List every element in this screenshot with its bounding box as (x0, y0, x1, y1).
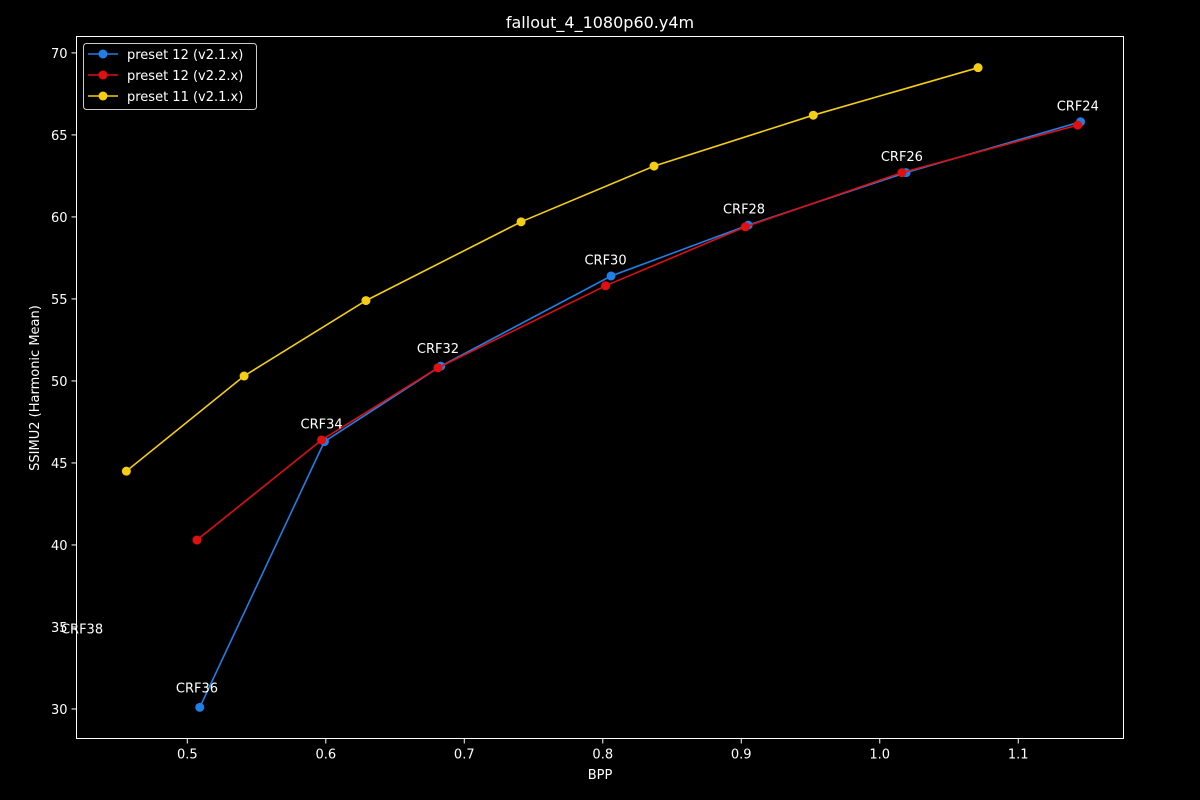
series-3 (121, 63, 983, 476)
data-point (808, 110, 818, 120)
point-annotation: CRF26 (881, 150, 923, 165)
x-axis-label: BPP (588, 768, 613, 783)
legend-marker (98, 70, 108, 80)
annotation-layer: CRF24 CRF26 CRF28 CRF30 CRF32 CRF34 CRF36 CRF38 (61, 99, 1099, 696)
x-tick-label: 0.7 (454, 748, 475, 763)
data-point (121, 466, 131, 476)
data-point (606, 271, 616, 281)
point-annotation: CRF24 (1057, 99, 1099, 114)
data-point (973, 63, 983, 73)
x-tick-label: 0.9 (731, 748, 752, 763)
legend-marker (98, 91, 108, 101)
legend-entry: preset 11 (v2.1.x) (88, 90, 243, 105)
point-annotation: CRF32 (417, 342, 459, 357)
series-layer (121, 63, 1086, 712)
y-tick-label: 30 (51, 703, 68, 718)
data-point (897, 168, 907, 178)
y-tick-label: 35 (51, 621, 68, 636)
data-point (317, 435, 327, 445)
legend-label: preset 12 (v2.1.x) (127, 48, 243, 63)
x-tick-label: 1.0 (869, 748, 890, 763)
y-axis: 30 35 40 45 50 55 60 65 70 (51, 47, 77, 718)
data-point (433, 363, 443, 373)
y-axis-label: SSIMU2 (Harmonic Mean) (28, 305, 43, 471)
y-tick-label: 60 (51, 211, 68, 226)
point-annotation: CRF36 (176, 682, 218, 697)
x-tick-label: 0.5 (177, 748, 198, 763)
data-point (361, 296, 371, 306)
y-tick-label: 40 (51, 539, 68, 554)
x-axis: 0.5 0.6 0.7 0.8 0.9 1.0 1.1 (177, 738, 1029, 763)
data-point (601, 281, 611, 291)
y-tick-label: 45 (51, 457, 68, 472)
data-point (192, 535, 202, 545)
plot-area-frame (76, 36, 1124, 739)
x-tick-label: 1.1 (1008, 748, 1029, 763)
data-point (740, 222, 750, 232)
series-2 (192, 120, 1083, 545)
y-tick-label: 55 (51, 293, 68, 308)
legend-box (83, 43, 257, 110)
point-annotation: CRF34 (301, 418, 343, 433)
data-point (516, 217, 526, 227)
legend-entry: preset 12 (v2.2.x) (88, 69, 243, 84)
legend-marker (98, 49, 108, 59)
point-annotation: CRF28 (723, 203, 765, 218)
legend-entry: preset 12 (v2.1.x) (88, 48, 243, 63)
legend-label: preset 11 (v2.1.x) (127, 90, 243, 105)
y-tick-label: 50 (51, 375, 68, 390)
x-tick-label: 0.8 (592, 748, 613, 763)
data-point (239, 371, 249, 381)
y-tick-label: 70 (51, 47, 68, 62)
legend-label: preset 12 (v2.2.x) (127, 69, 243, 84)
point-annotation: CRF38 (61, 623, 103, 638)
chart-title: fallout_4_1080p60.y4m (506, 13, 694, 33)
y-tick-label: 65 (51, 129, 68, 144)
data-point (649, 161, 659, 171)
data-point (1073, 120, 1083, 130)
data-point (195, 702, 205, 712)
x-tick-label: 0.6 (315, 748, 336, 763)
point-annotation: CRF30 (584, 253, 626, 268)
legend: preset 12 (v2.1.x) preset 12 (v2.2.x) pres… (83, 43, 257, 110)
